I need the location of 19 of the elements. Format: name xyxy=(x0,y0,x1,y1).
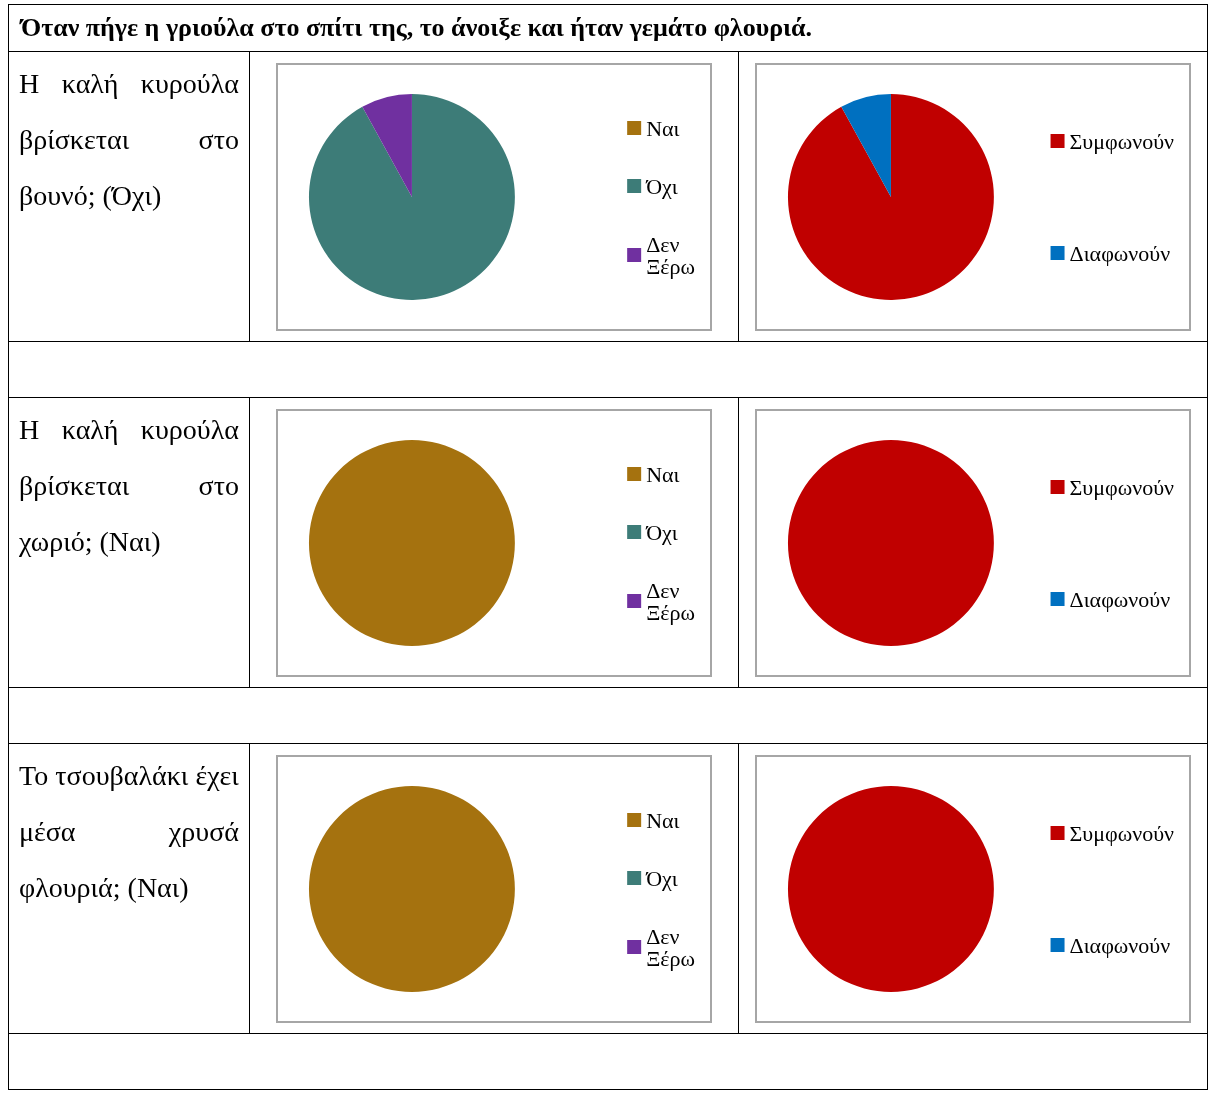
legend-label: Ναι xyxy=(646,807,680,832)
text: Το τσουβαλάκι έχει μέσα χρυσά φλουριά; (Ναι) xyxy=(19,759,239,905)
legend-label: Συμφωνούν xyxy=(1069,474,1175,499)
legend-label: Ναι xyxy=(646,115,680,140)
legend-label: Ναι xyxy=(646,461,680,486)
legend-label: Όχι xyxy=(645,173,678,198)
legend-label: Διαφωνούν xyxy=(1069,932,1171,957)
legend-label: Όχι xyxy=(645,519,678,544)
legend-label: Όχι xyxy=(645,865,678,890)
legend-label: Διαφωνούν xyxy=(1069,586,1171,611)
text: Η καλή κυρούλα βρίσκεται στο βουνό; (Όχι) xyxy=(19,67,239,213)
legend-label: Συμφωνούν xyxy=(1069,128,1175,153)
legend-label: Διαφωνούν xyxy=(1069,240,1171,265)
legend-label: Συμφωνούν xyxy=(1069,820,1175,845)
chart-title: Όταν πήγε η γριούλα στο σπίτι της, το άνοιξε και ήταν γεμάτο φλουριά. xyxy=(8,4,1208,52)
legend-label: Δεν Ξέρω xyxy=(646,923,696,970)
text: Η καλή κυρούλα βρίσκεται στο χωριό; (Ναι) xyxy=(19,413,239,559)
legend-label: Δεν Ξέρω xyxy=(646,577,696,624)
legend-label: Δεν Ξέρω xyxy=(646,231,696,278)
